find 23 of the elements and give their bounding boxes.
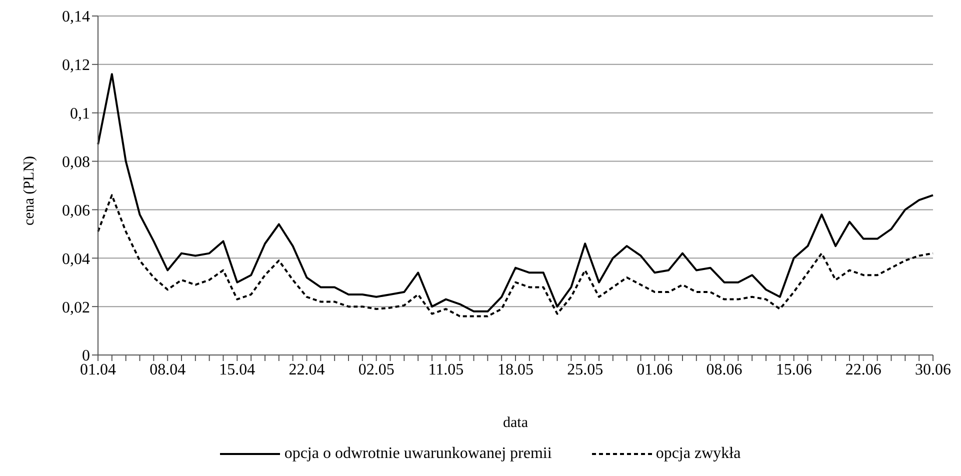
x-tick-label: 22.06 bbox=[845, 361, 882, 378]
y-axis-title: cena (PLN) bbox=[21, 156, 38, 226]
x-tick-label: 22.04 bbox=[288, 361, 325, 378]
x-axis-title: data bbox=[503, 415, 528, 431]
legend-label: opcja zwykła bbox=[654, 445, 741, 463]
x-tick-label: 18.05 bbox=[498, 361, 534, 378]
y-tick-label: 0,02 bbox=[62, 299, 90, 316]
y-tick-label: 0,1 bbox=[70, 106, 90, 123]
x-tick-label: 15.06 bbox=[776, 361, 812, 378]
x-tick-label: 01.06 bbox=[636, 361, 673, 378]
y-tick-label: 0,06 bbox=[62, 202, 90, 220]
x-tick-label: 30.06 bbox=[915, 361, 951, 378]
x-tick-label: 25.05 bbox=[567, 361, 604, 378]
y-tick-label: 0,08 bbox=[62, 154, 90, 171]
y-tick-label: 0,14 bbox=[62, 8, 90, 26]
x-tick-label: 08.04 bbox=[150, 361, 186, 378]
legend-label: opcja o odwrotnie uwarunkowanej premii bbox=[283, 445, 552, 463]
x-tick-label: 11.05 bbox=[428, 361, 464, 378]
x-tick-label: 08.06 bbox=[706, 361, 742, 378]
x-tick-label: 02.05 bbox=[358, 361, 394, 378]
x-tick-label: 15.04 bbox=[219, 361, 256, 378]
y-tick-label: 0,12 bbox=[62, 57, 90, 74]
y-tick-label: 0,04 bbox=[62, 250, 90, 268]
